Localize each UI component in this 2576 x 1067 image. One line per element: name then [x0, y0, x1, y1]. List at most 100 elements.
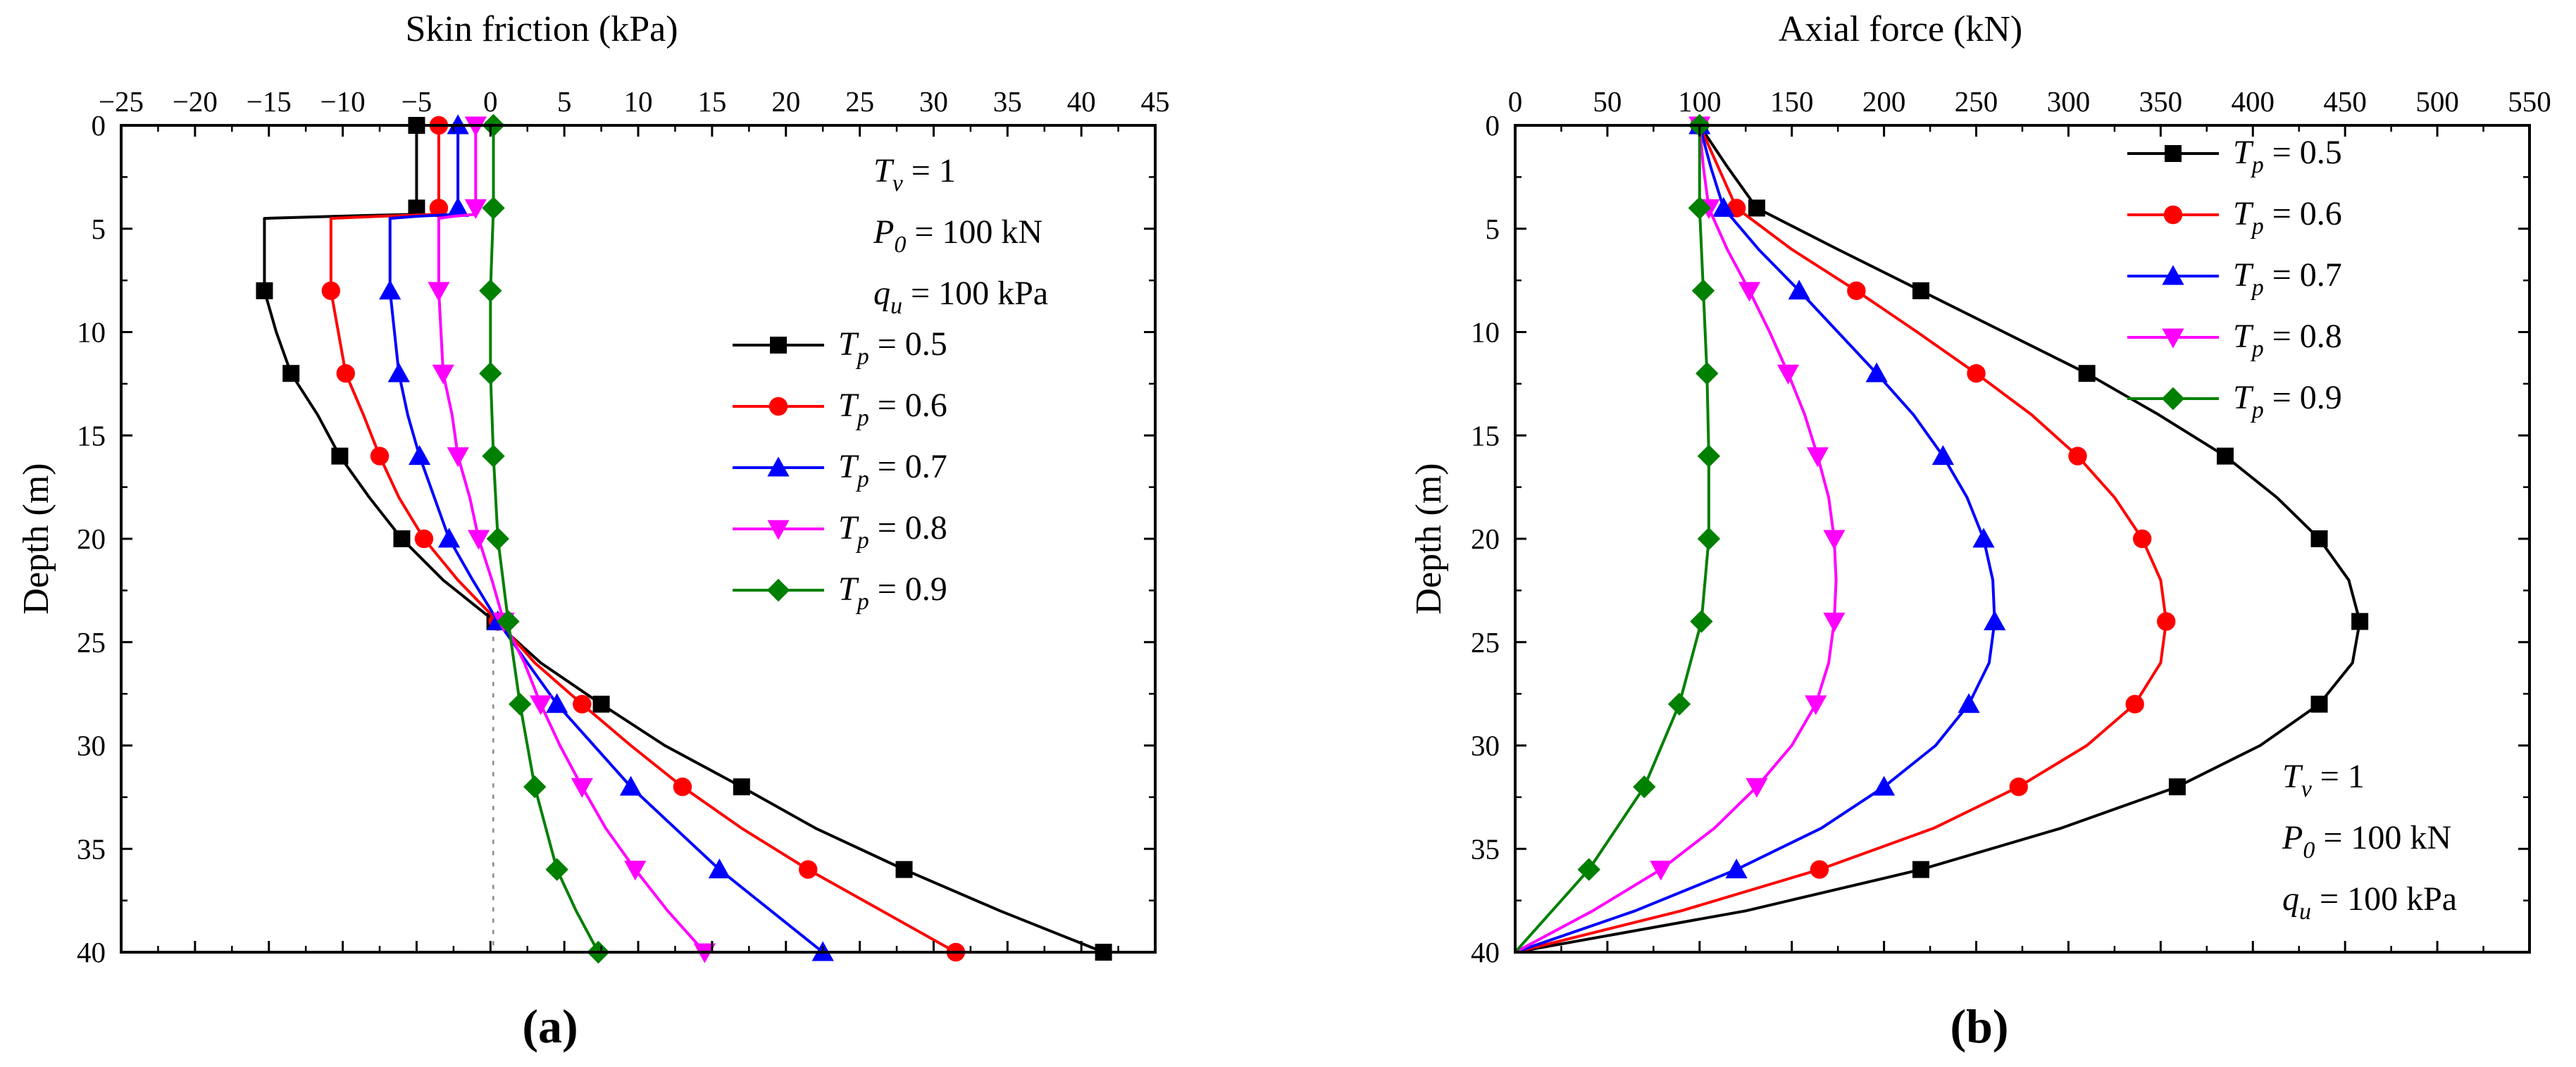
data-point [2157, 612, 2176, 631]
data-point [1810, 860, 1829, 879]
parameter-annotation: P0 = 100 kN [873, 213, 1043, 258]
legend-entry: Tp = 0.9 [733, 570, 947, 615]
data-point [1984, 610, 2006, 630]
data-point [447, 196, 469, 217]
data-point [429, 199, 449, 218]
x-tick-label: 10 [624, 85, 653, 118]
data-point [798, 860, 818, 879]
data-point [673, 778, 692, 797]
legend-marker [2162, 265, 2184, 285]
y-axis-title: Depth (m) [1409, 463, 1449, 614]
data-point [479, 362, 502, 385]
x-tick-label: 400 [2232, 85, 2275, 118]
data-point [1873, 775, 1896, 796]
x-tick-label: 45 [1141, 85, 1170, 118]
legend-marker [2163, 205, 2183, 225]
data-point [573, 694, 592, 713]
series-tp-0.6 [1514, 116, 2176, 954]
panel-label-a: (a) [522, 999, 578, 1053]
data-point [256, 282, 273, 299]
legend-label: Tp = 0.6 [838, 387, 947, 431]
y-axis-title: Depth (m) [16, 463, 56, 614]
legend-label: Tp = 0.7 [838, 448, 947, 492]
data-point [321, 281, 340, 300]
legend-entry: Tp = 0.6 [2127, 195, 2342, 239]
x-tick-label: −20 [173, 85, 218, 118]
data-point [1650, 861, 1672, 881]
data-point [619, 775, 642, 796]
legend-label: Tp = 0.9 [2233, 379, 2342, 423]
x-tick-label: 350 [2139, 85, 2183, 118]
data-point [1912, 861, 1929, 878]
data-point [409, 445, 431, 466]
data-point [331, 447, 349, 465]
data-point [1972, 528, 1995, 548]
legend-marker [2161, 387, 2185, 411]
data-point [1847, 281, 1866, 300]
y-tick-label: 35 [1471, 832, 1500, 865]
data-point [895, 861, 913, 878]
y-tick-label: 40 [77, 936, 106, 968]
data-point [2217, 447, 2234, 465]
data-point [1865, 362, 1888, 382]
legend-entry: Tp = 0.7 [2127, 256, 2342, 301]
y-tick-label: 10 [77, 316, 106, 349]
data-point [2310, 695, 2328, 713]
x-tick-label: 35 [993, 85, 1022, 118]
y-tick-label: 25 [77, 626, 106, 659]
x-tick-label: −10 [321, 85, 366, 118]
data-point [482, 196, 505, 220]
series-tp-0.5 [256, 117, 1112, 961]
y-tick-label: 5 [92, 213, 106, 245]
y-tick-label: 20 [77, 523, 106, 555]
data-point [1931, 445, 1955, 466]
data-point [546, 693, 568, 713]
series-tp-0.9 [1514, 113, 1721, 954]
data-point [467, 530, 490, 550]
data-point [1667, 692, 1691, 716]
data-point [1577, 858, 1600, 881]
legend-label: Tp = 0.7 [2233, 256, 2342, 301]
x-tick-label: 300 [2047, 85, 2091, 118]
x-tick-label: −15 [247, 85, 292, 118]
legend-marker [2165, 145, 2182, 162]
panel-b-axial-force: 0 50 100 150 200 250 300 350 400 450 500 550 0 5 10 15… [1409, 9, 2551, 1053]
x-axis-title: Axial force (kN) [1779, 9, 2023, 49]
data-point [1688, 196, 1712, 220]
legend-label: Tp = 0.9 [838, 570, 947, 615]
data-point [545, 858, 568, 881]
y-tick-label: 15 [77, 419, 106, 451]
data-point [592, 695, 610, 713]
legend-label: Tp = 0.8 [838, 509, 947, 554]
data-point [379, 280, 402, 300]
data-point [571, 778, 593, 798]
data-point [486, 527, 509, 551]
data-point [479, 279, 502, 302]
y-tick-label: 0 [1486, 109, 1500, 142]
data-point [2009, 778, 2028, 797]
data-point [336, 364, 355, 383]
legend-marker [767, 520, 790, 540]
legend-label: Tp = 0.5 [2233, 134, 2342, 178]
panel-a-skin-friction: −25 −20 −15 −10 −5 0 5 10 15 20 25 30 35 40 45 0 5 10 15 2… [16, 9, 1170, 1053]
data-point [2168, 778, 2186, 796]
legend-label: Tp = 0.8 [2233, 318, 2342, 362]
data-point [447, 447, 469, 468]
series-line [437, 125, 706, 954]
data-point [2132, 529, 2152, 549]
x-tick-label: 15 [697, 85, 726, 118]
data-point [1805, 695, 1827, 716]
data-point [437, 528, 461, 548]
data-point [509, 692, 532, 716]
data-point [1690, 610, 1713, 633]
x-tick-label: 450 [2323, 85, 2367, 118]
y-tick-label: 25 [1471, 626, 1500, 659]
x-tick-label: 550 [2508, 85, 2551, 118]
data-point [624, 861, 647, 881]
x-tick-label: 100 [1678, 85, 1722, 118]
parameter-annotation: Tv = 1 [873, 152, 956, 196]
legend-entry: Tp = 0.5 [2127, 134, 2342, 178]
panel-label-b: (b) [1950, 999, 2008, 1053]
x-axis-title: Skin friction (kPa) [405, 9, 678, 49]
